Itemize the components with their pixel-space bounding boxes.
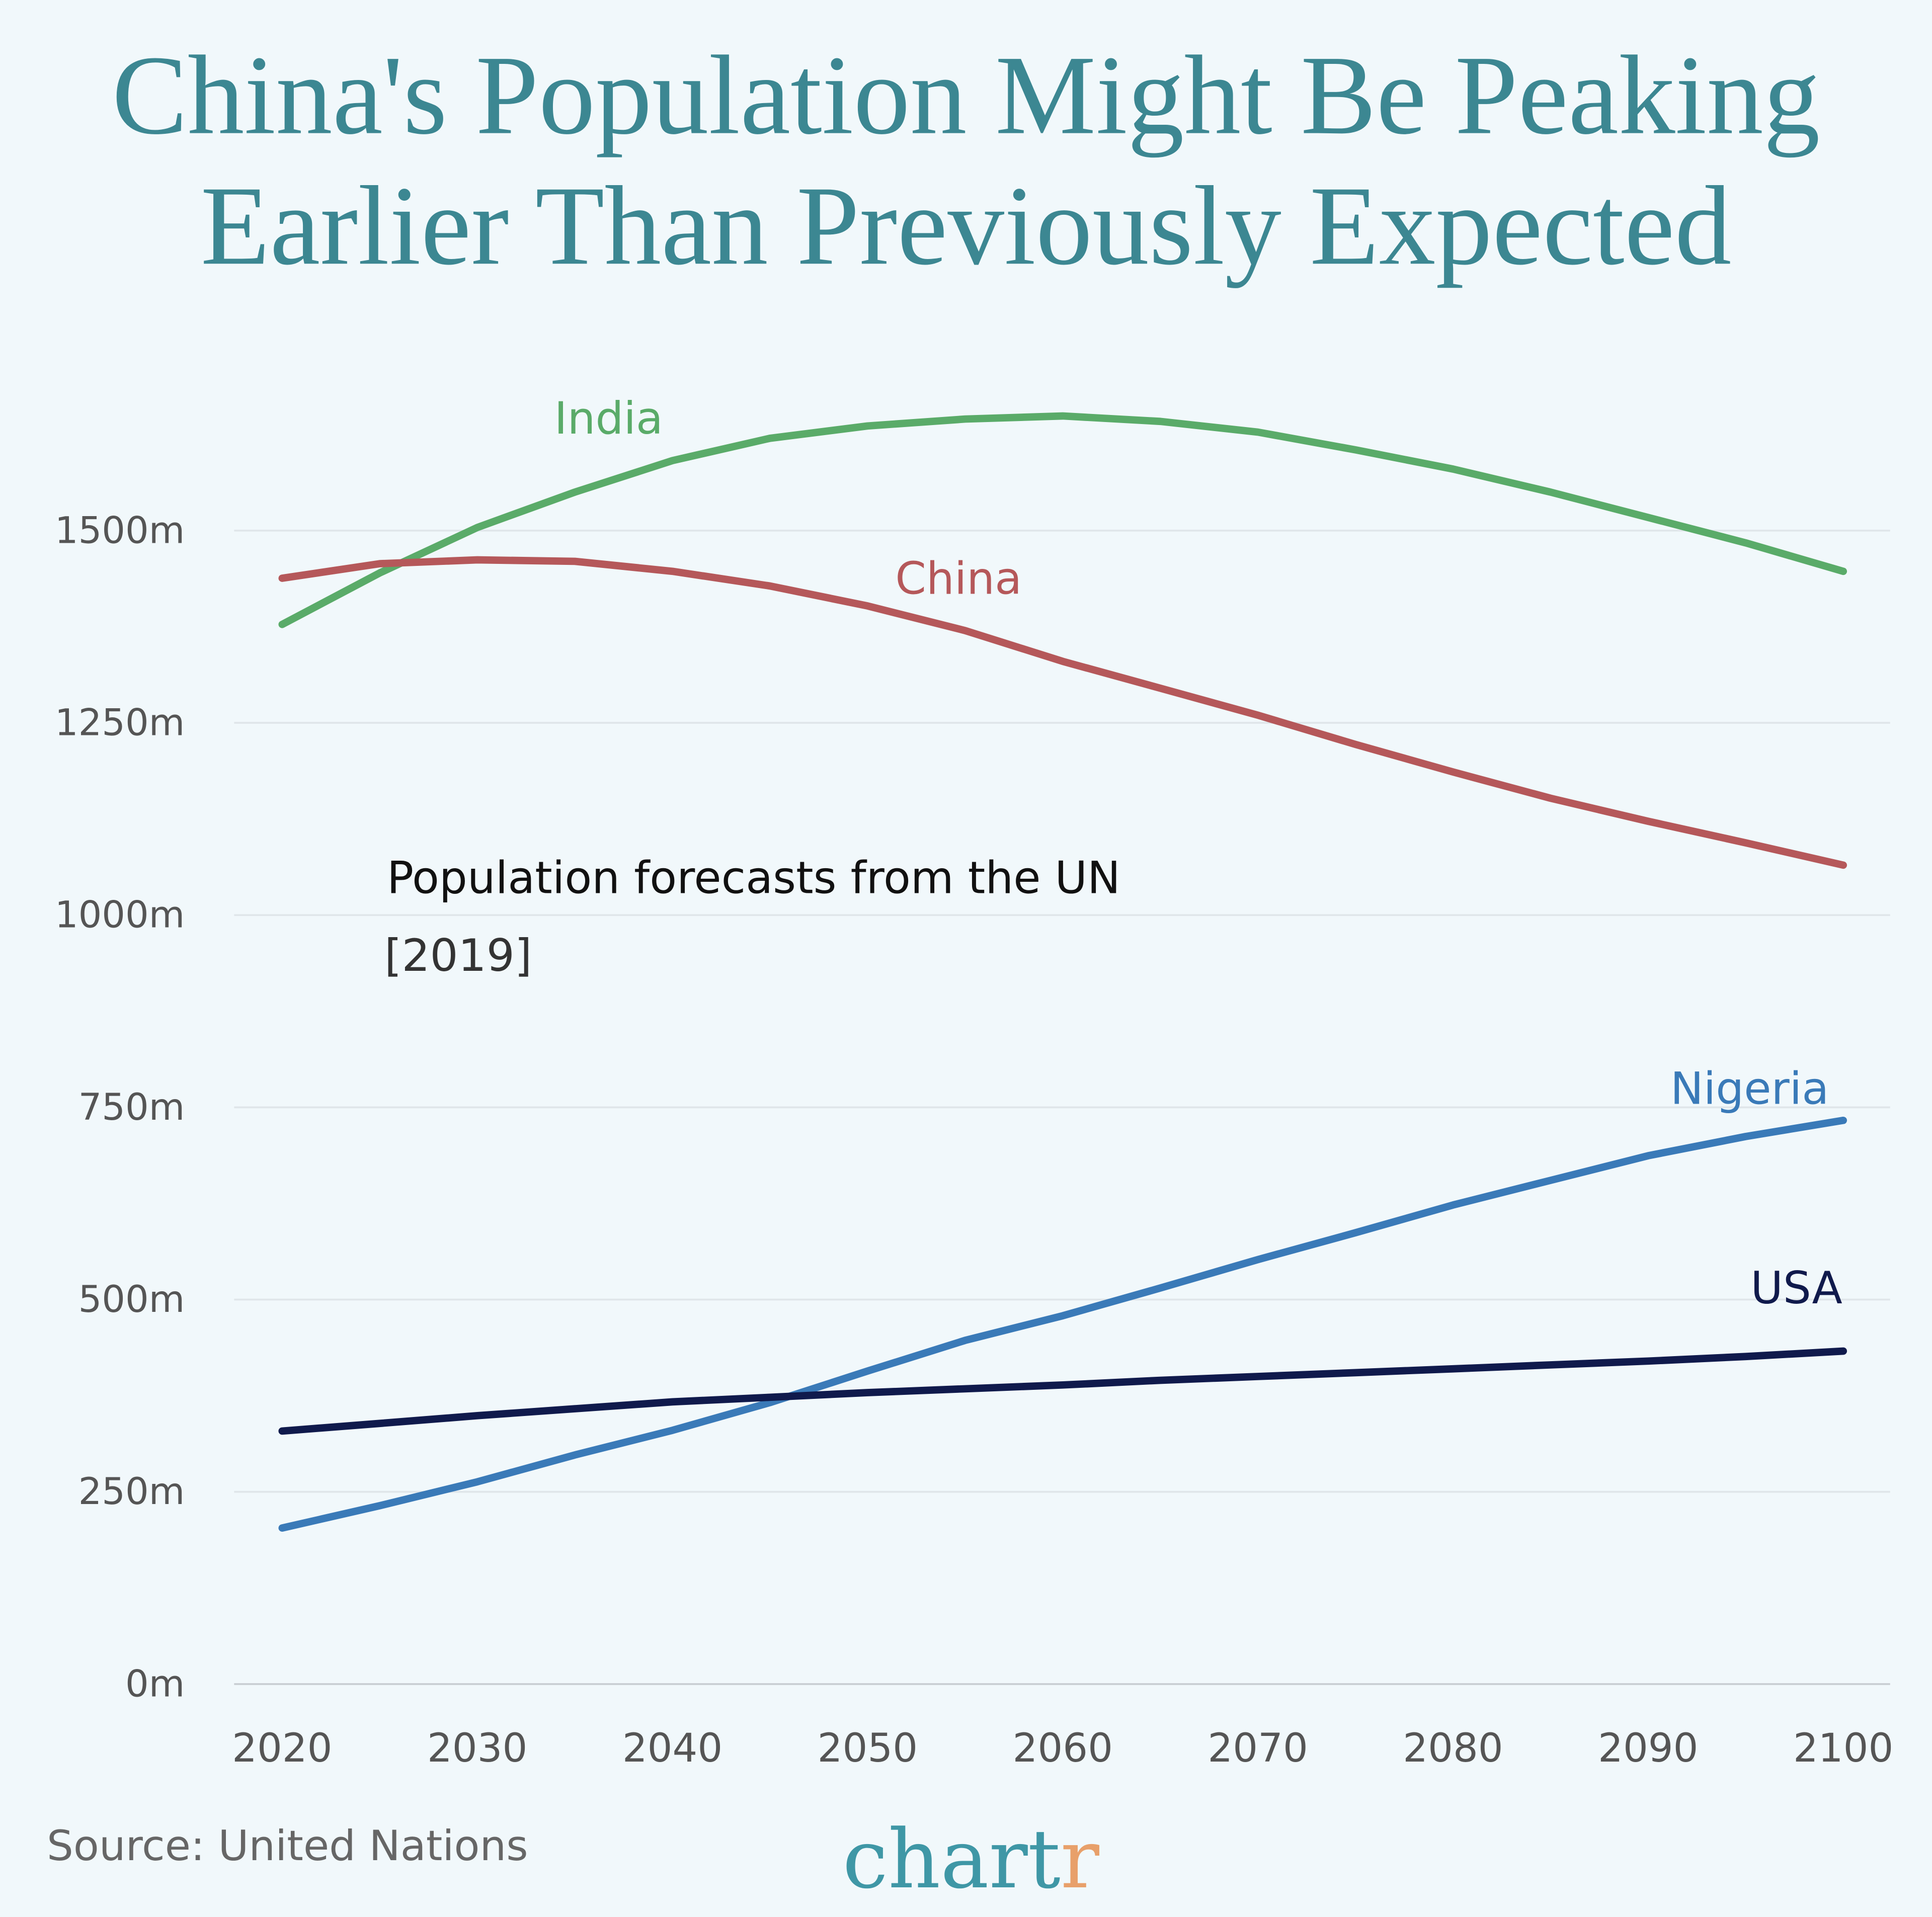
- x-tick-label: 2100: [1793, 1725, 1893, 1771]
- y-tick-label: 1250m: [55, 701, 185, 744]
- x-tick-label: 2090: [1598, 1725, 1698, 1771]
- y-tick-label: 250m: [78, 1470, 185, 1513]
- x-tick-label: 2070: [1208, 1725, 1308, 1771]
- series-label: India: [554, 392, 663, 444]
- y-tick-label: 0m: [125, 1662, 185, 1705]
- logo-part: chart: [843, 1812, 1061, 1907]
- y-tick-label: 500m: [78, 1278, 185, 1321]
- chart-title: Earlier Than Previously Expected: [201, 162, 1732, 288]
- logo: chartr: [843, 1812, 1100, 1907]
- series-line: [278, 1116, 1847, 1532]
- series-line: [278, 412, 1847, 628]
- series-line: [278, 1347, 1847, 1435]
- logo-part: r: [1061, 1812, 1100, 1907]
- x-tick-label: 2040: [622, 1725, 722, 1771]
- annotation: Population forecasts from the UN: [387, 852, 1120, 904]
- series-label: USA: [1750, 1262, 1842, 1314]
- y-tick-label: 1500m: [55, 509, 185, 552]
- series-line: [278, 556, 1847, 869]
- y-tick-label: 750m: [78, 1086, 185, 1129]
- x-tick-label: 2030: [427, 1725, 527, 1771]
- x-tick-label: 2080: [1403, 1725, 1503, 1771]
- x-tick-label: 2020: [232, 1725, 332, 1771]
- annotation: [2019]: [384, 930, 532, 981]
- x-tick-label: 2060: [1013, 1725, 1113, 1771]
- chart-title: China's Population Might Be Peaking: [112, 32, 1820, 158]
- series-label: Nigeria: [1670, 1062, 1829, 1114]
- x-tick-label: 2050: [818, 1725, 918, 1771]
- y-tick-label: 1000m: [55, 894, 185, 937]
- source: Source: United Nations: [47, 1821, 528, 1870]
- series-label: China: [895, 553, 1022, 605]
